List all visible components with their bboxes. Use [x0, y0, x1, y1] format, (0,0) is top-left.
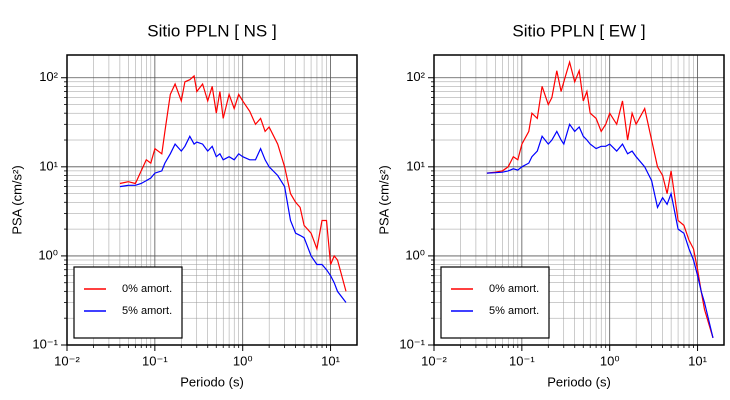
- chart-title: Sitio PPLN [ NS ]: [147, 21, 276, 40]
- y-axis-label: PSA (cm/s²): [9, 165, 24, 234]
- series-line: [486, 122, 714, 339]
- legend-label: 0% amort.: [489, 283, 539, 295]
- legend-label: 5% amort.: [122, 305, 172, 317]
- y-tick-label: 10²: [39, 69, 58, 84]
- x-axis-label: Periodo (s): [180, 374, 244, 389]
- plot-frame: [433, 54, 725, 346]
- y-tick-label: 10⁻¹: [32, 336, 58, 351]
- series-line: [119, 74, 347, 292]
- x-tick-label: 10⁻¹: [509, 353, 535, 368]
- legend-label: 5% amort.: [489, 305, 539, 317]
- x-tick-label: 10⁻¹: [142, 353, 168, 368]
- chart: Sitio PPLN [ NS ] Periodo (s) PSA (cm/s²) 1…: [9, 21, 358, 389]
- series-line: [119, 135, 347, 303]
- x-axis-label: Periodo (s): [547, 374, 611, 389]
- series-line: [486, 59, 714, 339]
- legend-box: [440, 266, 550, 339]
- legend-box: [73, 266, 183, 339]
- y-axis-label: PSA (cm/s²): [376, 165, 391, 234]
- y-tick-label: 10⁻¹: [399, 336, 425, 351]
- chart: Sitio PPLN [ EW ] Periodo (s) PSA (cm/s²) 1…: [376, 21, 725, 389]
- x-tick-label: 10⁻²: [421, 353, 447, 368]
- y-tick-label: 10⁰: [38, 247, 58, 262]
- y-tick-label: 10¹: [406, 158, 425, 173]
- x-tick-label: 10⁻²: [54, 353, 80, 368]
- y-tick-label: 10⁰: [405, 247, 425, 262]
- y-tick-label: 10²: [406, 69, 425, 84]
- plot-frame: [66, 54, 358, 346]
- x-tick-label: 10¹: [321, 353, 340, 368]
- x-tick-label: 10¹: [688, 353, 707, 368]
- x-tick-label: 10⁰: [600, 353, 620, 368]
- x-tick-label: 10⁰: [233, 353, 253, 368]
- chart-title: Sitio PPLN [ EW ]: [512, 21, 645, 40]
- legend-label: 0% amort.: [122, 283, 172, 295]
- y-tick-label: 10¹: [39, 158, 58, 173]
